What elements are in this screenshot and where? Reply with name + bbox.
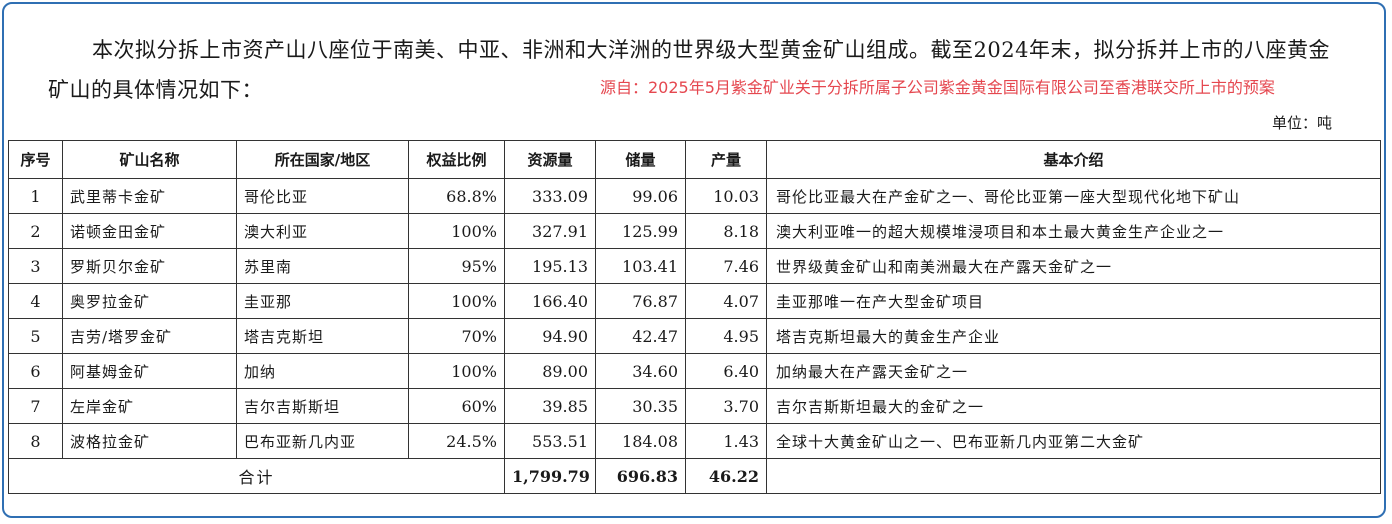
resources-value: 166.40 [504, 283, 596, 319]
table-row: 2 诺顿金田金矿 澳大利亚 100% 327.91 125.99 8.18 澳大… [8, 213, 1381, 249]
resources-value: 327.91 [504, 213, 596, 249]
equity-ratio: 68.8% [408, 178, 505, 214]
header-cell: 所在国家/地区 [236, 140, 409, 179]
output-value: 4.95 [685, 318, 767, 354]
equity-ratio: 60% [408, 388, 505, 424]
reserves-value: 30.35 [595, 388, 686, 424]
table-row: 6 阿基姆金矿 加纳 100% 89.00 34.60 6.40 加纳最大在产露… [8, 353, 1381, 389]
gold-mines-table: 序号 矿山名称 所在国家/地区 权益比例 资源量 储量 产量 基本介绍 1 武里… [8, 140, 1381, 494]
output-value: 6.40 [685, 353, 767, 389]
table-row: 4 奥罗拉金矿 圭亚那 100% 166.40 76.87 4.07 圭亚那唯一… [8, 283, 1381, 319]
mine-name: 奥罗拉金矿 [62, 283, 237, 319]
resources-value: 553.51 [504, 423, 596, 459]
table-header-row: 序号 矿山名称 所在国家/地区 权益比例 资源量 储量 产量 基本介绍 [8, 140, 1381, 179]
resources-value: 89.00 [504, 353, 596, 389]
output-value: 10.03 [685, 178, 767, 214]
header-cell: 资源量 [504, 140, 596, 179]
reserves-value: 125.99 [595, 213, 686, 249]
mine-name: 罗斯贝尔金矿 [62, 248, 237, 284]
unit-label: 单位：吨 [1272, 114, 1333, 132]
reserves-value: 99.06 [595, 178, 686, 214]
table-row: 1 武里蒂卡金矿 哥伦比亚 68.8% 333.09 99.06 10.03 哥… [8, 178, 1381, 214]
output-value: 8.18 [685, 213, 767, 249]
total-row: 合计 1,799.79 696.83 46.22 [8, 458, 1381, 494]
reserves-value: 103.41 [595, 248, 686, 284]
total-resources: 1,799.79 [504, 458, 596, 494]
mine-country: 圭亚那 [236, 283, 409, 319]
header-cell: 权益比例 [408, 140, 505, 179]
header-cell: 序号 [8, 140, 63, 179]
mine-name: 阿基姆金矿 [62, 353, 237, 389]
resources-value: 195.13 [504, 248, 596, 284]
row-number: 7 [8, 388, 63, 424]
mine-intro: 全球十大黄金矿山之一、巴布亚新几内亚第二大金矿 [766, 423, 1381, 459]
intro-paragraph: 本次拟分拆上市资产山八座位于南美、中亚、非洲和大洋洲的世界级大型黄金矿山组成。截… [48, 38, 1330, 102]
mine-name: 波格拉金矿 [62, 423, 237, 459]
resources-value: 94.90 [504, 318, 596, 354]
mine-country: 吉尔吉斯斯坦 [236, 388, 409, 424]
header-cell: 产量 [685, 140, 767, 179]
output-value: 1.43 [685, 423, 767, 459]
header-cell: 矿山名称 [62, 140, 237, 179]
equity-ratio: 100% [408, 213, 505, 249]
reserves-value: 34.60 [595, 353, 686, 389]
output-value: 7.46 [685, 248, 767, 284]
reserves-value: 184.08 [595, 423, 686, 459]
mine-intro: 加纳最大在产露天金矿之一 [766, 353, 1381, 389]
mine-intro: 塔吉克斯坦最大的黄金生产企业 [766, 318, 1381, 354]
equity-ratio: 95% [408, 248, 505, 284]
total-intro-empty [766, 458, 1381, 494]
mine-name: 左岸金矿 [62, 388, 237, 424]
mine-name: 武里蒂卡金矿 [62, 178, 237, 214]
mine-country: 哥伦比亚 [236, 178, 409, 214]
source-note: 源自：2025年5月紫金矿业关于分拆所属子公司紫金黄金国际有限公司至香港联交所上… [600, 78, 1275, 97]
mine-intro: 吉尔吉斯斯坦最大的金矿之一 [766, 388, 1381, 424]
total-label: 合计 [8, 458, 505, 494]
output-value: 4.07 [685, 283, 767, 319]
equity-ratio: 70% [408, 318, 505, 354]
row-number: 5 [8, 318, 63, 354]
equity-ratio: 100% [408, 283, 505, 319]
mine-country: 澳大利亚 [236, 213, 409, 249]
total-reserves: 696.83 [595, 458, 686, 494]
row-number: 3 [8, 248, 63, 284]
mine-country: 塔吉克斯坦 [236, 318, 409, 354]
mine-intro: 圭亚那唯一在产大型金矿项目 [766, 283, 1381, 319]
mine-name: 吉劳/塔罗金矿 [62, 318, 237, 354]
resources-value: 39.85 [504, 388, 596, 424]
reserves-value: 42.47 [595, 318, 686, 354]
mine-intro: 哥伦比亚最大在产金矿之一、哥伦比亚第一座大型现代化地下矿山 [766, 178, 1381, 214]
resources-value: 333.09 [504, 178, 596, 214]
equity-ratio: 100% [408, 353, 505, 389]
total-output: 46.22 [685, 458, 767, 494]
table-row: 7 左岸金矿 吉尔吉斯斯坦 60% 39.85 30.35 3.70 吉尔吉斯斯… [8, 388, 1381, 424]
row-number: 8 [8, 423, 63, 459]
document-frame: 本次拟分拆上市资产山八座位于南美、中亚、非洲和大洋洲的世界级大型黄金矿山组成。截… [2, 2, 1386, 518]
row-number: 2 [8, 213, 63, 249]
header-cell: 基本介绍 [766, 140, 1381, 179]
reserves-value: 76.87 [595, 283, 686, 319]
mine-intro: 澳大利亚唯一的超大规模堆浸项目和本土最大黄金生产企业之一 [766, 213, 1381, 249]
mine-country: 苏里南 [236, 248, 409, 284]
table-row: 8 波格拉金矿 巴布亚新几内亚 24.5% 553.51 184.08 1.43… [8, 423, 1381, 459]
mine-country: 加纳 [236, 353, 409, 389]
mine-name: 诺顿金田金矿 [62, 213, 237, 249]
mine-intro: 世界级黄金矿山和南美洲最大在产露天金矿之一 [766, 248, 1381, 284]
table-row: 5 吉劳/塔罗金矿 塔吉克斯坦 70% 94.90 42.47 4.95 塔吉克… [8, 318, 1381, 354]
equity-ratio: 24.5% [408, 423, 505, 459]
output-value: 3.70 [685, 388, 767, 424]
row-number: 1 [8, 178, 63, 214]
table-row: 3 罗斯贝尔金矿 苏里南 95% 195.13 103.41 7.46 世界级黄… [8, 248, 1381, 284]
mine-country: 巴布亚新几内亚 [236, 423, 409, 459]
row-number: 4 [8, 283, 63, 319]
row-number: 6 [8, 353, 63, 389]
header-cell: 储量 [595, 140, 686, 179]
